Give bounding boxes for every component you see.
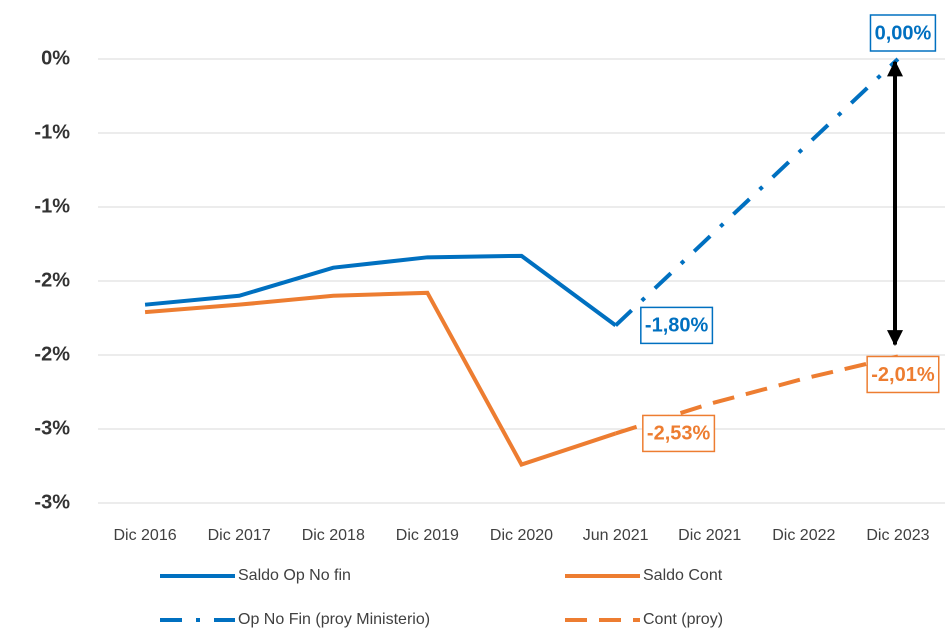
label-box [866,355,940,394]
legend-label: Op No Fin (proy Ministerio) [238,611,430,628]
x-tick-label: Dic 2016 [113,527,176,544]
y-tick-label: -3% [34,491,70,513]
y-tick-label: -1% [34,195,70,217]
legend-label: Saldo Cont [643,567,723,584]
legend-label: Cont (proy) [643,611,723,628]
label-box [640,306,714,345]
value-label-text: -2,01% [871,364,935,386]
y-tick-label: 0% [41,47,70,69]
x-tick-label: Jun 2021 [583,527,649,544]
label-box [869,14,937,52]
value-label-text: -2,53% [647,423,711,445]
y-tick-label: -2% [34,343,70,365]
x-tick-label: Dic 2018 [302,527,365,544]
line-series [144,253,617,328]
value-label: 0,00% [869,14,937,52]
y-tick-label: -3% [34,417,70,439]
line-series [144,290,617,467]
y-tick-label: -1% [34,121,70,143]
value-label-text: -1,80% [645,315,709,337]
x-tick-label: Dic 2019 [396,527,459,544]
value-label-text: 0,00% [875,22,932,44]
value-label: -2,01% [866,355,940,394]
line-series [614,57,900,327]
value-label: -2,53% [642,414,716,453]
x-tick-label: Dic 2020 [490,527,553,544]
legend-label: Saldo Op No fin [238,567,351,584]
x-tick-label: Dic 2021 [678,527,741,544]
value-label: -1,80% [640,306,714,345]
x-tick-label: Dic 2022 [772,527,835,544]
x-tick-label: Dic 2023 [866,527,929,544]
x-tick-label: Dic 2017 [208,527,271,544]
label-box [642,414,716,453]
y-tick-label: -2% [34,269,70,291]
